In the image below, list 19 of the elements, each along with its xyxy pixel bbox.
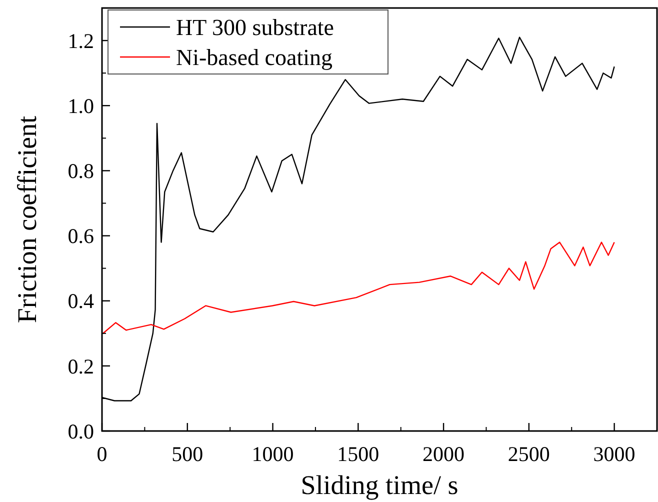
y-tick-label: 0.0 (68, 419, 94, 444)
x-tick-label: 2000 (422, 442, 465, 466)
y-axis-title: Friction coefficient (12, 115, 42, 324)
x-tick-label: 1500 (337, 442, 380, 466)
x-tick-label: 500 (172, 442, 204, 466)
y-tick-label: 0.8 (68, 159, 94, 184)
y-tick-label: 0.4 (68, 289, 94, 314)
y-tick-label: 0.6 (68, 224, 94, 248)
y-tick-label: 0.2 (68, 354, 94, 378)
x-tick-label: 0 (96, 442, 108, 466)
legend-label: HT 300 substrate (176, 15, 334, 40)
x-tick-label: 3000 (593, 442, 636, 466)
x-tick-label: 2500 (508, 442, 550, 466)
legend-label: Ni-based coating (176, 45, 333, 70)
x-axis-title: Sliding time/ s (300, 470, 458, 500)
x-tick-label: 1000 (252, 442, 294, 466)
y-tick-label: 1.2 (68, 28, 94, 53)
y-tick-label: 1.0 (68, 94, 94, 118)
line-series (102, 242, 615, 334)
